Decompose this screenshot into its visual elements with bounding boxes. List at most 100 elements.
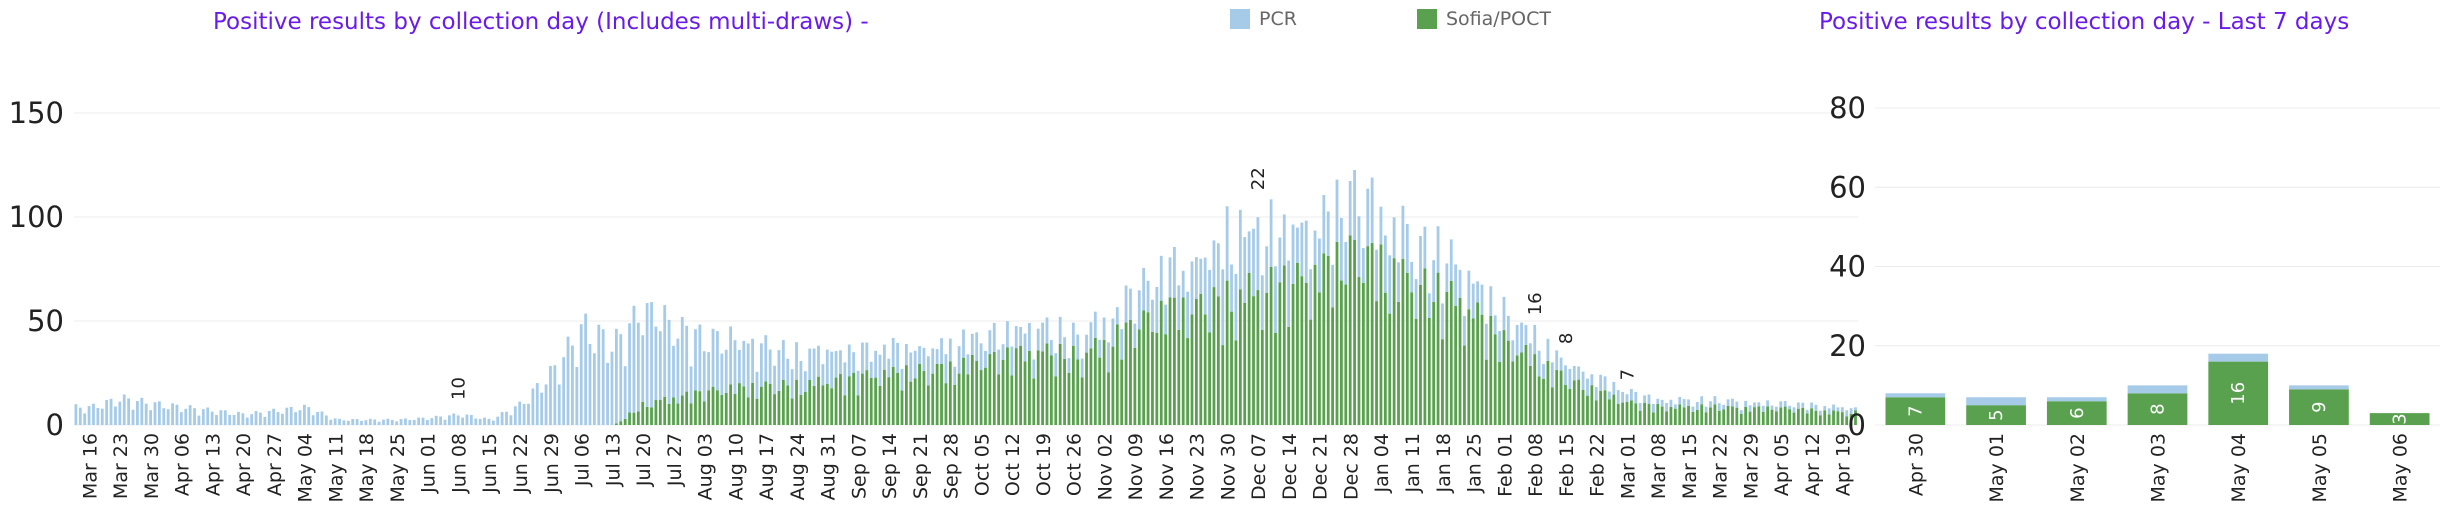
main-bar-pcr [650, 302, 653, 408]
main-bar-poct [878, 385, 882, 425]
main-bar-pcr [676, 338, 680, 404]
main-bar-pcr [619, 334, 623, 422]
main-bar-pcr [795, 342, 798, 380]
main-bar-poct [1300, 276, 1304, 425]
main-bar-pcr [571, 345, 574, 425]
main-bar-pcr [566, 336, 570, 425]
main-bar-pcr [1331, 264, 1335, 308]
main-bar-poct [975, 361, 979, 425]
main-bar-poct [751, 382, 754, 425]
main-bar-pcr [1071, 322, 1075, 346]
main-bar-poct [667, 403, 671, 425]
main-bar-pcr [562, 357, 566, 425]
main-bar-pcr [1665, 402, 1668, 412]
main-bar-poct [861, 373, 864, 425]
week-bar-value-label: 3 [2390, 413, 2411, 424]
main-bar-poct [1137, 329, 1141, 425]
main-x-tick-label: Jan 11 [1402, 433, 1424, 494]
main-bar-pcr [92, 403, 95, 425]
main-bar-poct [1467, 309, 1471, 425]
main-bar-pcr [1366, 188, 1370, 247]
main-x-tick-label: Jul 20 [633, 433, 655, 487]
main-bar-pcr [970, 333, 974, 355]
main-bar-pcr [1449, 239, 1453, 281]
main-bar-pcr [1107, 342, 1110, 373]
week-bar-poct [2208, 361, 2269, 425]
main-bar-poct [1753, 407, 1756, 425]
main-bar-poct [1049, 355, 1053, 425]
main-bar-poct [781, 379, 785, 425]
main-bar-poct [790, 398, 794, 425]
main-bar-poct [904, 365, 908, 425]
main-bar-poct [1770, 409, 1774, 425]
main-bar-pcr [114, 406, 117, 425]
main-bar-poct [1339, 280, 1343, 425]
main-bar-poct [1568, 389, 1572, 425]
main-bar-pcr [904, 344, 908, 366]
main-bar-pcr [716, 331, 719, 391]
main-bar-pcr [1436, 226, 1440, 273]
main-bar-poct [834, 377, 838, 425]
main-bar-poct [1590, 385, 1594, 425]
legend-item-pcr[interactable]: PCR [1230, 6, 1297, 32]
main-bar-pcr [1761, 405, 1765, 412]
main-bar-poct [1713, 404, 1717, 425]
main-bar-pcr [1621, 391, 1625, 403]
main-bar-poct [1041, 351, 1044, 425]
main-bar-poct [1045, 343, 1049, 425]
main-bar-poct [1673, 408, 1677, 425]
main-bar-poct [1146, 312, 1150, 425]
main-bar-pcr [869, 361, 873, 378]
main-bar-poct [1067, 372, 1071, 425]
main-bar-pcr [1726, 399, 1730, 406]
main-bar-pcr [1234, 273, 1238, 341]
main-bar-pcr [1717, 403, 1721, 411]
main-bar-poct [1463, 345, 1466, 425]
main-bar-poct [1550, 387, 1554, 425]
main-bar-poct [913, 378, 917, 425]
main-bar-poct [694, 390, 697, 425]
main-bar-pcr [720, 353, 724, 395]
main-bar-pcr [302, 404, 306, 425]
main-bar-poct [1388, 313, 1392, 425]
main-bar-pcr [1309, 269, 1313, 320]
main-bar-pcr [276, 412, 280, 425]
main-bar-pcr [1401, 205, 1405, 259]
main-x-tick-label: Jun 15 [479, 433, 501, 494]
main-bar-pcr [1612, 381, 1616, 395]
main-x-tick-label: Apr 27 [264, 433, 286, 496]
main-bar-pcr [127, 398, 131, 425]
main-bar-pcr [1238, 209, 1242, 290]
main-x-tick-label: Oct 12 [1002, 433, 1024, 496]
main-bar-pcr [1199, 258, 1203, 294]
main-bar-pcr [1643, 395, 1646, 403]
main-bar-pcr [610, 351, 614, 425]
main-bar-pcr [1010, 346, 1014, 376]
week-y-tick-label: 0 [1848, 408, 1866, 442]
main-bar-pcr [1647, 394, 1651, 405]
main-bar-pcr [1269, 199, 1273, 267]
main-bar-poct [1177, 329, 1181, 425]
main-bar-poct [1269, 266, 1273, 425]
main-bar-poct [1779, 407, 1783, 425]
main-bar-pcr [786, 358, 790, 386]
main-bar-pcr [105, 399, 109, 425]
main-bar-poct [1775, 411, 1778, 425]
main-bar-poct [918, 363, 921, 425]
main-bar-pcr [944, 354, 948, 384]
legend-item-poct[interactable]: Sofia/POCT [1417, 6, 1551, 32]
main-bar-poct [1731, 406, 1734, 425]
main-bar-poct [1019, 345, 1023, 425]
main-bar-pcr [1823, 406, 1827, 411]
main-bar-pcr [360, 421, 363, 425]
main-bar-poct [1836, 411, 1840, 425]
main-bar-pcr [241, 413, 245, 425]
main-bar-poct [1282, 265, 1286, 425]
main-bar-pcr [1788, 405, 1791, 410]
main-bar-pcr [1840, 407, 1844, 413]
main-bar-pcr [1313, 230, 1317, 265]
main-bar-pcr [1687, 399, 1690, 406]
main-bar-pcr [210, 411, 214, 425]
main-bar-poct [1612, 394, 1616, 425]
main-bar-pcr [201, 409, 205, 425]
